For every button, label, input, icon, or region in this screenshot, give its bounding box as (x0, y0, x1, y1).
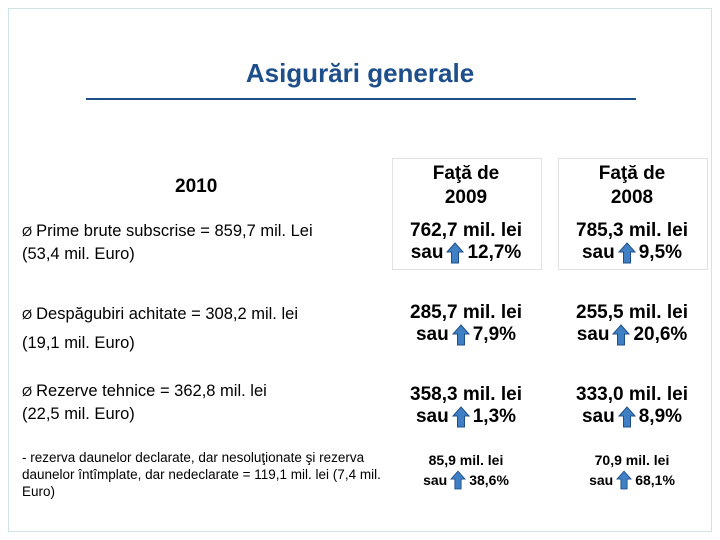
percent-text: 9,5% (638, 242, 683, 263)
column-2009-header-line1: Faţă de (432, 163, 500, 184)
item-reserves-line1: Rezerve tehnice = 362,8 mil. lei (36, 382, 267, 400)
up-arrow-icon (612, 324, 631, 346)
up-arrow-icon (450, 470, 467, 490)
column-2008-row-sub-reserves: 70,9 mil. lei sau 68,1% (558, 450, 706, 490)
column-2008-row-premiums: 785,3 mil. lei sau 9,5% (548, 220, 716, 264)
up-arrow-icon (617, 406, 636, 428)
sau-text: sau (576, 324, 610, 345)
up-arrow-icon (451, 406, 470, 428)
slide-frame-left (8, 8, 9, 532)
year-label: 2010 (175, 176, 218, 197)
column-2008-header-line1: Faţă de (598, 163, 666, 184)
percent-text: 20,6% (633, 324, 688, 345)
slide-title: Asigurări generale (245, 58, 475, 88)
sau-text: sau (423, 472, 448, 488)
column-2008-row-reserves: 333,0 mil. lei sau 8,9% (548, 384, 716, 428)
column-2008-row-claims: 255,5 mil. lei sau 20,6% (548, 302, 716, 346)
item-claims-line1: Despăgubiri achitate = 308,2 mil. lei (36, 305, 298, 323)
column-2009-row-sub-reserves: 85,9 mil. lei sau 38,6% (392, 450, 540, 490)
value-text: 762,7 mil. lei (410, 220, 522, 241)
slide-frame-bottom (8, 531, 712, 532)
value-text: 70,9 mil. lei (594, 452, 670, 468)
value-text: 255,5 mil. lei (576, 302, 688, 323)
value-text: 358,3 mil. lei (410, 384, 522, 405)
column-2009-header-line2: 2009 (444, 187, 488, 208)
sau-text: sau (581, 406, 615, 427)
item-premiums: Ø Prime brute subscrise = 859,7 mil. Lei … (22, 220, 382, 266)
column-2009-header: Faţă de 2009 (392, 162, 540, 210)
column-2008-header: Faţă de 2008 (558, 162, 706, 210)
percent-text: 1,3% (472, 406, 517, 427)
percent-text: 8,9% (638, 406, 683, 427)
sau-text: sau (415, 406, 449, 427)
percent-text: 12,7% (467, 242, 522, 263)
column-2008-header-line2: 2008 (610, 187, 654, 208)
title-underline (86, 98, 636, 100)
bullet-arrow-icon: Ø (22, 384, 33, 399)
up-arrow-icon (446, 242, 465, 264)
item-reserves: Ø Rezerve tehnice = 362,8 mil. lei (22,5 … (22, 380, 382, 426)
percent-text: 38,6% (469, 472, 509, 488)
item-claims: Ø Despăgubiri achitate = 308,2 mil. lei (… (22, 303, 382, 355)
column-2009-row-premiums: 762,7 mil. lei sau 12,7% (382, 220, 550, 264)
column-2009-box (392, 158, 542, 270)
value-text: 85,9 mil. lei (428, 452, 504, 468)
up-arrow-icon (616, 470, 633, 490)
bullet-arrow-icon: Ø (22, 307, 33, 322)
slide-frame-top (8, 8, 712, 9)
percent-text: 68,1% (635, 472, 675, 488)
sau-text: sau (581, 242, 615, 263)
slide-frame-right (711, 8, 712, 532)
item-premiums-line2: (53,4 mil. Euro) (22, 245, 135, 263)
value-text: 785,3 mil. lei (576, 220, 688, 241)
bullet-arrow-icon: Ø (22, 224, 33, 239)
item-premiums-line1: Prime brute subscrise = 859,7 mil. Lei (36, 222, 313, 240)
column-2008-box (558, 158, 708, 270)
value-text: 285,7 mil. lei (410, 302, 522, 323)
sau-text: sau (589, 472, 614, 488)
column-2009-row-reserves: 358,3 mil. lei sau 1,3% (382, 384, 550, 428)
item-reserves-line2: (22,5 mil. Euro) (22, 405, 135, 423)
column-2009-row-claims: 285,7 mil. lei sau 7,9% (382, 302, 550, 346)
value-text: 333,0 mil. lei (576, 384, 688, 405)
up-arrow-icon (451, 324, 470, 346)
sau-text: sau (415, 324, 449, 345)
sau-text: sau (410, 242, 444, 263)
up-arrow-icon (617, 242, 636, 264)
percent-text: 7,9% (472, 324, 517, 345)
item-claims-line2: (19,1 mil. Euro) (22, 334, 135, 352)
reserve-sub-note: - rezerva daunelor declarate, dar nesolu… (22, 450, 381, 499)
